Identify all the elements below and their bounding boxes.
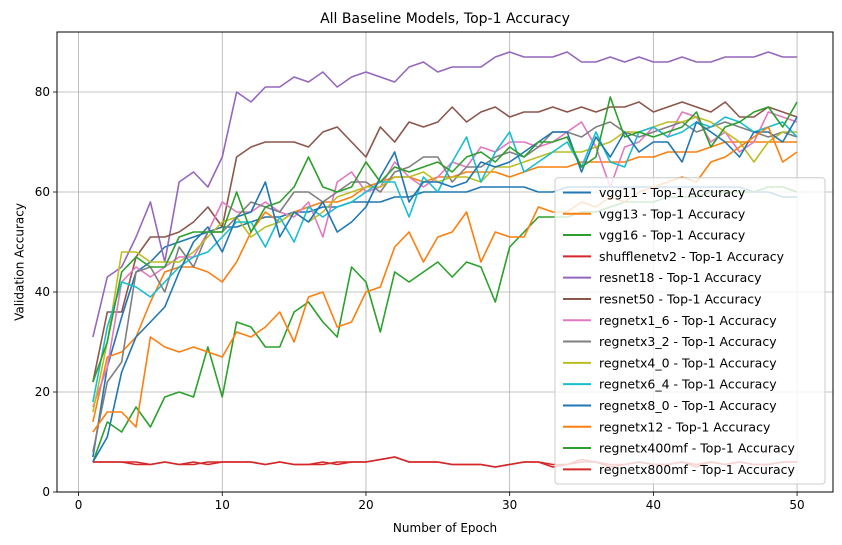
series-line-5 [92,101,798,383]
legend-entry: regnetx3_2 - Top-1 Accuracy [599,334,777,349]
legend-entry: regnetx6_4 - Top-1 Accuracy [599,377,777,392]
legend-entry: regnetx12 - Top-1 Accuracy [599,419,771,434]
series-line-4 [92,51,798,338]
x-axis-label: Number of Epoch [393,521,497,535]
legend-entry: regnetx8_0 - Top-1 Accuracy [599,398,777,413]
y-tick-label: 60 [35,185,50,199]
x-tick-label: 0 [75,498,83,512]
legend-entry: shufflenetv2 - Top-1 Accuracy [599,249,785,264]
plot-frame [56,31,834,493]
y-axis-label: Validation Accuracy [13,203,27,321]
legend: vgg11 - Top-1 Accuracy vgg13 - Top-1 Accu… [554,177,826,485]
x-tick-label: 30 [502,498,517,512]
legend-entry: vgg13 - Top-1 Accuracy [599,206,746,221]
series-line-10 [92,116,798,463]
y-tick-label: 40 [35,285,50,299]
x-tick-label: 40 [646,498,661,512]
legend-entry: vgg16 - Top-1 Accuracy [599,228,746,243]
chart-title: All Baseline Models, Top-1 Accuracy [320,11,570,27]
legend-entry: regnetx800mf - Top-1 Accuracy [599,462,795,477]
legend-entry: regnetx1_6 - Top-1 Accuracy [599,313,777,328]
series-line-9 [92,116,798,403]
legend-entry: vgg11 - Top-1 Accuracy [599,185,746,200]
y-tick-label: 80 [35,85,50,99]
legend-entry: regnetx400mf - Top-1 Accuracy [599,441,795,456]
legend-entry: resnet18 - Top-1 Accuracy [599,270,762,285]
legend-entry: regnetx4_0 - Top-1 Accuracy [599,355,777,370]
y-tick-label: 20 [35,385,50,399]
legend-entry: resnet50 - Top-1 Accuracy [599,291,762,306]
x-tick-label: 10 [215,498,230,512]
x-tick-label: 50 [789,498,804,512]
series-line-8 [92,116,798,413]
series-layer [92,51,798,468]
legend-box [554,177,826,485]
tick-layer: 0 10 20 30 40 50 0 20 40 60 80 [35,85,805,512]
y-tick-label: 0 [42,485,50,499]
series-line-12 [92,96,798,383]
x-tick-label: 20 [358,498,373,512]
